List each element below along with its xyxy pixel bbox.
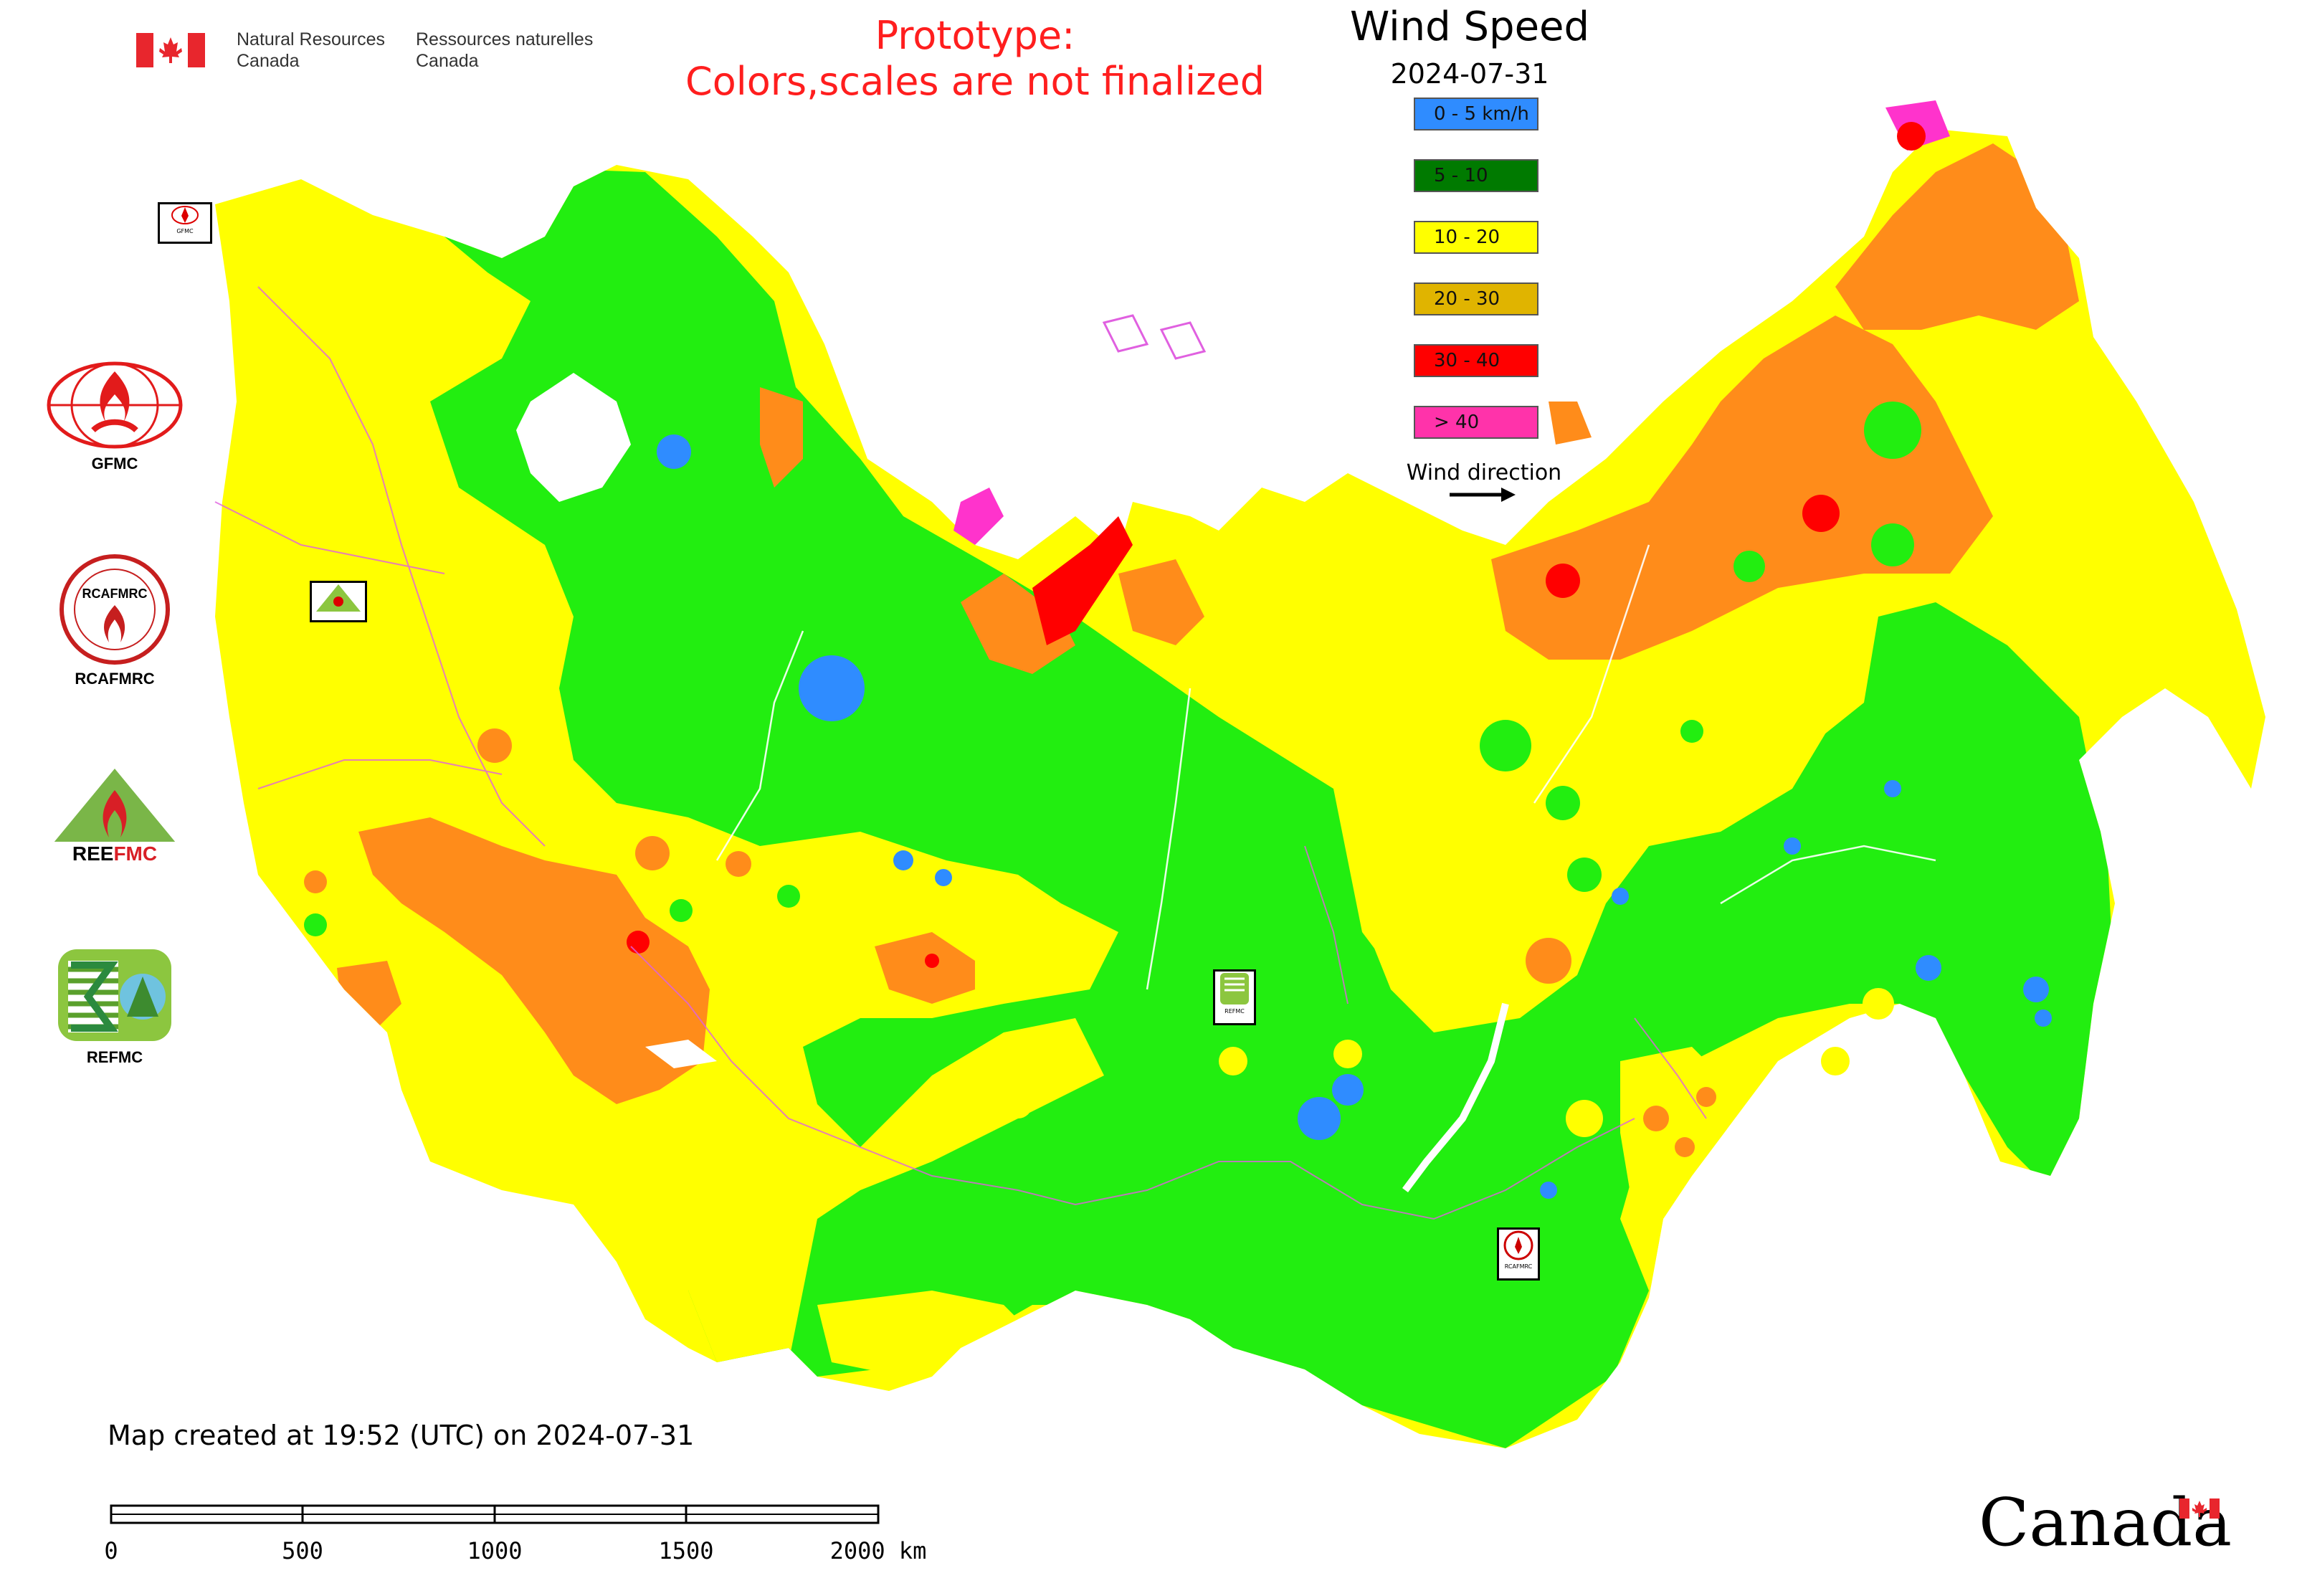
- legend-item: > 40: [1414, 406, 1538, 439]
- scale-label: 1000: [467, 1537, 522, 1564]
- partner-gfmc[interactable]: GFMC: [29, 358, 201, 473]
- legend-item: 20 - 30: [1414, 282, 1538, 315]
- white-sea: [516, 373, 631, 502]
- scale-label: 2000 km: [830, 1537, 927, 1564]
- refmc-map-marker[interactable]: REFMC: [1213, 969, 1256, 1025]
- scale-label: 500: [282, 1537, 323, 1564]
- wind-direction-label: Wind direction: [1406, 460, 1562, 485]
- yellow-zone-east-central: [1348, 617, 1835, 1032]
- partner-label: RCAFMRC: [75, 670, 155, 688]
- orange-zone-kazakhstan: [358, 817, 710, 1104]
- orange-zone-northeast: [1835, 143, 2079, 330]
- wind-direction-arrow-icon: [1450, 488, 1516, 502]
- scale-label: 1500: [658, 1537, 713, 1564]
- legend-item: 30 - 40: [1414, 344, 1538, 377]
- canada-wordmark: Canada: [1979, 1484, 2232, 1561]
- orange-zone-taimyr-coast: [961, 574, 1075, 674]
- gfmc-map-marker[interactable]: GFMC: [158, 202, 212, 244]
- small-zones-orange: [304, 728, 1716, 1157]
- reefmc-logo-icon: REEFMC: [40, 769, 189, 865]
- svg-text:RCAFMRC: RCAFMRC: [82, 586, 148, 601]
- yellow-zone-south: [688, 1018, 1104, 1362]
- reefmc-logo-icon: [316, 584, 361, 612]
- canada-flag-icon: [136, 33, 205, 67]
- novaya-zemlya: [1032, 516, 1133, 645]
- administrative-borders: [214, 286, 1707, 1220]
- partner-label: GFMC: [91, 455, 138, 472]
- agency-name-french: Ressources naturelles Canada: [416, 29, 594, 71]
- marker-label: REFMC: [1224, 1008, 1245, 1015]
- caspian-sea: [272, 1018, 344, 1190]
- severnaya-zemlya: [1549, 402, 1592, 445]
- prototype-warning: Prototype: Colors,scales are not finaliz…: [685, 13, 1265, 104]
- green-zone-northwest: [430, 165, 2115, 1448]
- orange-zone-northwest-coast: [760, 387, 803, 488]
- lake-baikal: [1402, 1002, 1509, 1192]
- scale-label: 0: [104, 1537, 118, 1564]
- rcafmrc-logo-icon: RCAFMRC: [60, 554, 170, 665]
- orange-zone-altai: [875, 932, 975, 1004]
- lake-balkhash: [645, 1040, 717, 1068]
- gfmc-logo-icon: [47, 361, 183, 449]
- orange-zone-yamal: [1118, 559, 1204, 645]
- svg-text:REEFMC: REEFMC: [72, 842, 157, 865]
- government-signature: Natural Resources Canada Ressources natu…: [136, 27, 624, 77]
- gfmc-logo-icon: [171, 206, 199, 224]
- scale-bar: 0 500 1000 1500 2000 km: [104, 1504, 927, 1564]
- partner-label: REFMC: [86, 1048, 143, 1066]
- rivers: [715, 544, 1936, 990]
- partner-reefmc[interactable]: REEFMC: [29, 766, 201, 876]
- legend-item: 5 - 10: [1414, 159, 1538, 192]
- orange-zone-yakutia: [1491, 315, 1993, 660]
- rcafmrc-logo-icon: [1503, 1230, 1533, 1260]
- land-area: [214, 100, 2265, 1448]
- map-creation-note: Map created at 19:52 (UTC) on 2024-07-31: [108, 1420, 695, 1451]
- franz-josef-land: [1102, 314, 1207, 360]
- novaya-zemlya-north: [953, 488, 1004, 545]
- wind-speed-legend: 0 - 5 km/h 5 - 10 10 - 20 20 - 30 30 - 4…: [1414, 98, 1629, 456]
- small-zones-green: [304, 402, 1921, 936]
- agency-name-english: Natural Resources Canada: [237, 29, 386, 71]
- rcafmrc-map-marker[interactable]: RCAFMRC: [1497, 1227, 1540, 1281]
- reefmc-map-marker[interactable]: [310, 581, 367, 622]
- canada-wordmark-flag-icon: [2179, 1498, 2220, 1519]
- partner-refmc[interactable]: REFMC: [29, 945, 201, 1067]
- legend-item: 0 - 5 km/h: [1414, 98, 1538, 130]
- calm-zones: [657, 434, 2052, 1199]
- map-date: 2024-07-31: [1390, 58, 1549, 90]
- refmc-logo-icon: [58, 949, 171, 1041]
- marker-label: GFMC: [176, 228, 194, 234]
- small-zones-yellow: [1004, 988, 1894, 1137]
- legend-item: 10 - 20: [1414, 221, 1538, 254]
- partner-rcafmrc[interactable]: RCAFMRC RCAFMRC: [29, 552, 201, 688]
- refmc-logo-icon: [1220, 973, 1249, 1004]
- map-title: Wind Speed: [1349, 4, 1590, 50]
- marker-label: RCAFMRC: [1504, 1263, 1533, 1270]
